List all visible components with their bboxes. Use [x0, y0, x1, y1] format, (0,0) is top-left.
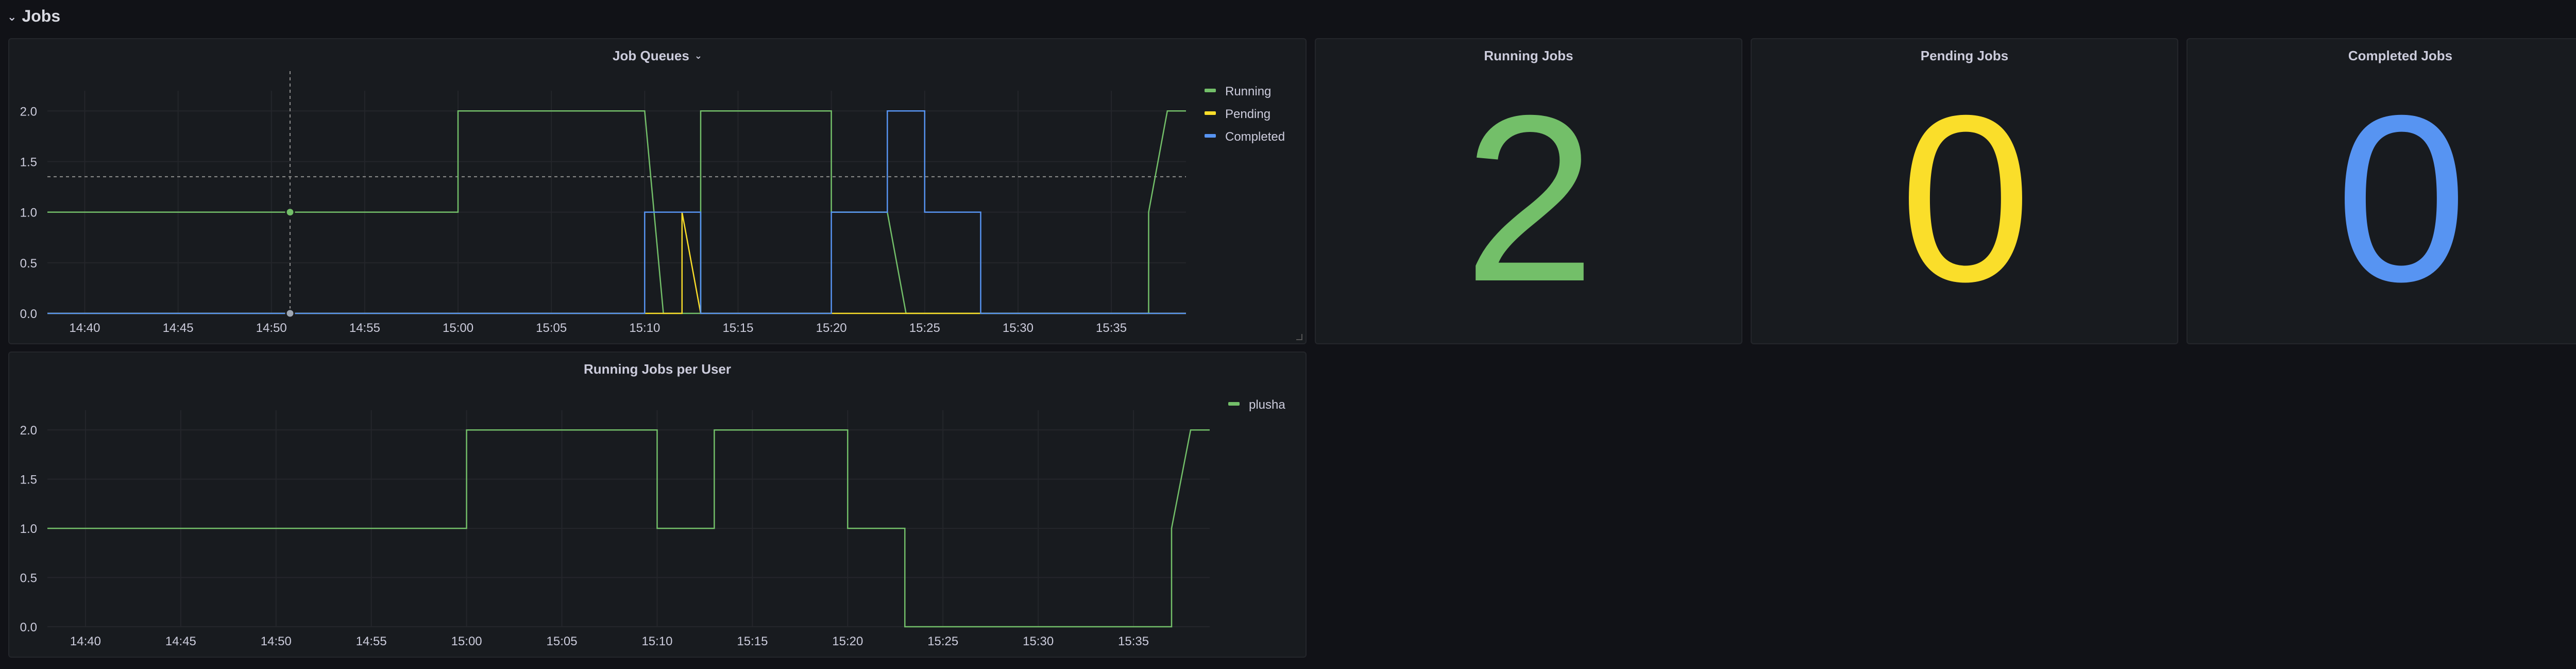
- job-queues-chart[interactable]: 0.0 0.5 1.0 1.5 2.0 14:40 14:45 14:50 14:55 15:00…: [9, 39, 1306, 343]
- x-tick-label: 15:10: [629, 321, 660, 335]
- x-tick-label: 15:35: [1096, 321, 1127, 335]
- x-tick-label: 15:20: [832, 634, 863, 648]
- legend-swatch: [1205, 111, 1216, 115]
- x-tick-label: 15:05: [536, 321, 567, 335]
- legend-item-plusha: plusha: [1249, 398, 1285, 412]
- panel-title: Completed Jobs: [2348, 47, 2453, 63]
- x-tick-label: 15:00: [451, 634, 482, 648]
- y-tick-label: 0.5: [20, 572, 37, 586]
- x-tick-label: 15:15: [737, 634, 768, 648]
- series-line-completed: [47, 110, 1186, 314]
- x-tick-label: 14:55: [356, 634, 387, 648]
- pending-jobs-panel[interactable]: Pending Jobs 0: [1751, 38, 2178, 344]
- x-tick-label: 15:05: [547, 634, 578, 648]
- running-jobs-panel[interactable]: Running Jobs 2: [1315, 38, 1742, 344]
- x-tick-label: 15:35: [1118, 634, 1149, 648]
- chevron-down-icon[interactable]: ⌄: [7, 10, 17, 23]
- crosshair-point: [285, 207, 295, 218]
- x-tick-label: 14:55: [349, 321, 380, 335]
- panel-title: Running Jobs per User: [583, 361, 732, 377]
- legend-swatch: [1205, 89, 1216, 92]
- chevron-down-icon[interactable]: ⌄: [694, 50, 702, 61]
- y-tick-label: 1.0: [20, 206, 37, 220]
- x-tick-label: 14:50: [256, 321, 287, 335]
- y-tick-label: 0.0: [20, 621, 37, 634]
- y-tick-label: 2.0: [20, 424, 37, 438]
- panel-title: Running Jobs: [1484, 47, 1573, 63]
- panel-title: Pending Jobs: [1920, 47, 2009, 63]
- x-tick-label: 15:30: [1023, 634, 1054, 648]
- y-tick-label: 0.5: [20, 257, 37, 271]
- running-jobs-per-user-chart[interactable]: 0.0 0.5 1.0 1.5 2.0 14:40 14:45 14:50 14:55 15:00…: [9, 353, 1306, 657]
- x-tick-label: 15:20: [816, 321, 847, 335]
- legend-swatch: [1228, 402, 1240, 406]
- x-tick-label: 14:45: [163, 321, 194, 335]
- y-tick-label: 1.5: [20, 473, 37, 487]
- x-tick-label: 14:45: [165, 634, 196, 648]
- x-tick-label: 15:15: [722, 321, 753, 335]
- x-tick-label: 15:30: [1003, 321, 1033, 335]
- stat-value: 0: [1900, 66, 2031, 331]
- series-line-running: [47, 110, 1186, 314]
- y-tick-label: 0.0: [20, 307, 37, 321]
- x-tick-label: 14:40: [69, 321, 100, 335]
- crosshair-point: [285, 308, 295, 319]
- x-tick-label: 14:50: [261, 634, 292, 648]
- legend-item-running: Running: [1225, 85, 1271, 98]
- y-tick-label: 2.0: [20, 105, 37, 119]
- legend-item-pending: Pending: [1225, 107, 1270, 121]
- y-tick-label: 1.5: [20, 155, 37, 169]
- job-queues-panel[interactable]: Job Queues ⌄ 0.0 0.5 1.0 1.5 2.0 14:40 14:45 14…: [8, 38, 1307, 344]
- legend-swatch: [1205, 134, 1216, 138]
- legend-item-completed: Completed: [1225, 130, 1285, 144]
- y-tick-label: 1.0: [20, 522, 37, 536]
- resize-handle[interactable]: [1296, 334, 1302, 340]
- panel-title-wrap[interactable]: Running Jobs per User: [9, 360, 1306, 378]
- x-tick-label: 15:00: [443, 321, 473, 335]
- row-title: Jobs: [22, 6, 61, 25]
- stat-value: 0: [2335, 66, 2467, 331]
- stat-value: 2: [1464, 66, 1596, 331]
- running-jobs-per-user-panel[interactable]: Running Jobs per User 0.0 0.5 1.0 1.5 2.0 14:…: [8, 352, 1307, 658]
- x-tick-label: 15:25: [927, 634, 958, 648]
- x-tick-label: 14:40: [70, 634, 101, 648]
- x-tick-label: 15:25: [909, 321, 940, 335]
- x-tick-label: 15:10: [641, 634, 672, 648]
- row-header-jobs[interactable]: ⌄ Jobs: [7, 3, 60, 29]
- panel-header[interactable]: Job Queues ⌄: [9, 46, 1306, 65]
- panel-title: Job Queues: [613, 47, 689, 63]
- completed-jobs-panel[interactable]: Completed Jobs 0: [2187, 38, 2576, 344]
- series-line-plusha: [47, 429, 1210, 628]
